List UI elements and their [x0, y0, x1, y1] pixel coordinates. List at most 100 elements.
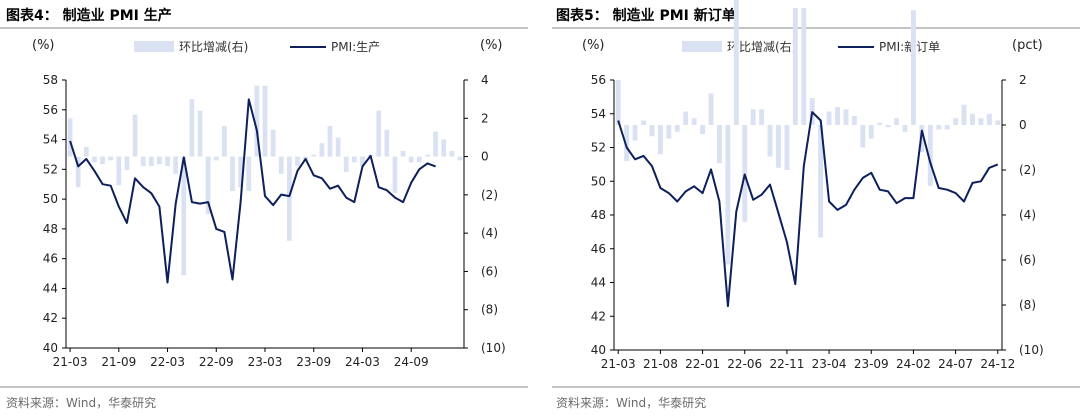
x-tick-label: 22-03: [150, 355, 185, 369]
change-bar: [189, 99, 195, 157]
x-tick-label: 24-02: [896, 357, 931, 371]
change-bar: [254, 85, 260, 157]
x-tick-label: 22-01: [685, 357, 720, 371]
change-bar: [632, 125, 638, 141]
x-tick-label: 23-04: [812, 357, 847, 371]
change-bar: [624, 125, 630, 161]
change-bar: [238, 156, 243, 188]
change-bar: [360, 156, 365, 167]
change-bar: [457, 156, 463, 161]
right-tick-label: (4): [1019, 208, 1036, 222]
change-bar: [750, 109, 756, 125]
change-bar: [311, 154, 317, 157]
change-bar: [902, 125, 908, 132]
right-tick-label: (4): [481, 226, 498, 240]
change-bar: [666, 125, 672, 139]
left-tick-label: 44: [591, 276, 606, 290]
change-bar: [124, 156, 130, 170]
change-bar: [683, 111, 689, 125]
change-bar: [835, 107, 840, 125]
change-bar: [936, 125, 942, 130]
left-tick-label: 46: [43, 252, 58, 266]
left-tick-label: 52: [43, 162, 58, 176]
change-bar: [674, 125, 680, 132]
change-bar: [742, 125, 748, 222]
change-bar: [776, 125, 781, 168]
x-tick-label: 23-03: [248, 355, 283, 369]
change-bar: [157, 156, 162, 165]
left-tick-label: 44: [43, 281, 58, 295]
change-bar: [894, 118, 900, 125]
left-axis-unit: (%): [32, 38, 55, 53]
left-tick-label: 42: [43, 311, 58, 325]
change-bar: [75, 156, 81, 188]
chart-title: 图表4： 制造业 PMI 生产: [6, 7, 172, 24]
change-bar: [197, 110, 203, 157]
chart-pmi-new-orders: 图表5： 制造业 PMI 新订单 (%) (pct) 环比增减(右) PMI:新…: [552, 0, 1080, 410]
left-tick-label: 48: [591, 208, 606, 222]
left-tick-label: 54: [591, 107, 606, 121]
change-bar: [165, 156, 170, 167]
change-bar: [784, 125, 790, 170]
change-bar: [801, 8, 807, 125]
change-bar: [792, 8, 798, 125]
change-bar: [278, 156, 284, 174]
change-bar: [700, 125, 706, 134]
change-bar: [213, 156, 219, 161]
x-tick-label: 23-09: [296, 355, 331, 369]
right-axis-unit: (pct): [1012, 38, 1043, 53]
change-bar: [230, 156, 235, 192]
change-bar: [108, 156, 114, 161]
change-bar: [986, 113, 992, 125]
change-bar: [92, 156, 97, 163]
change-bar: [691, 118, 697, 125]
change-bar: [148, 156, 154, 167]
change-bar: [287, 156, 292, 241]
change-bar: [425, 154, 430, 157]
left-tick-label: 50: [591, 174, 606, 188]
change-bar: [927, 125, 933, 186]
change-bar: [246, 156, 252, 192]
right-tick-label: (10): [481, 341, 506, 355]
change-bar: [733, 0, 739, 125]
change-bar: [978, 118, 984, 125]
left-tick-label: 50: [43, 192, 58, 206]
legend-bar-swatch: [682, 41, 722, 52]
change-bar: [335, 137, 341, 157]
change-bar: [860, 125, 866, 148]
change-bar: [262, 85, 268, 157]
change-bar: [319, 143, 325, 157]
change-bar: [295, 156, 300, 167]
change-bar: [83, 147, 89, 157]
change-bar: [416, 156, 422, 163]
change-bar: [885, 125, 891, 128]
change-bar: [392, 156, 398, 193]
right-tick-label: (8): [1019, 298, 1036, 312]
x-tick-label: 21-03: [53, 355, 88, 369]
right-tick-label: (6): [481, 264, 498, 278]
change-bar: [944, 125, 950, 130]
change-bar: [953, 118, 959, 125]
left-tick-label: 46: [591, 242, 606, 256]
right-tick-label: 4: [481, 73, 489, 87]
x-tick-label: 21-09: [101, 355, 136, 369]
change-bar: [140, 156, 146, 167]
change-bar: [708, 93, 714, 125]
change-bar: [649, 125, 655, 137]
change-bar: [843, 109, 849, 125]
change-bar: [100, 156, 105, 165]
change-bar: [376, 110, 382, 157]
change-bar: [877, 122, 883, 125]
left-tick-label: 58: [43, 73, 58, 87]
right-tick-label: 2: [1019, 73, 1027, 87]
left-tick-label: 52: [591, 141, 606, 155]
x-tick-label: 24-03: [345, 355, 380, 369]
change-bar: [181, 156, 187, 276]
change-bar: [961, 104, 967, 125]
change-bar: [327, 125, 333, 157]
change-bar: [205, 156, 211, 214]
source-note: 资料来源：Wind，华泰研究: [6, 395, 156, 410]
left-tick-label: 54: [43, 133, 58, 147]
change-bar: [384, 129, 390, 157]
